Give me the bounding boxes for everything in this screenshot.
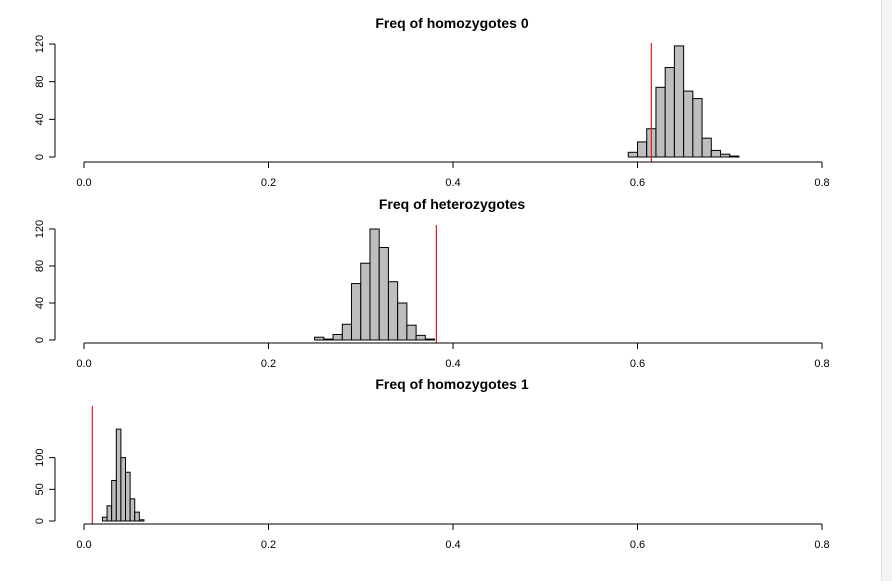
x-tick-label: 0.8	[814, 539, 829, 551]
histogram-bar	[138, 519, 145, 522]
histogram-bar	[627, 151, 639, 158]
histogram-bar	[415, 334, 426, 341]
y-axis: 0 40 80 120	[34, 220, 56, 343]
histogram-bar	[101, 516, 108, 522]
y-tick-label: 80	[34, 76, 46, 88]
histogram-bar	[683, 90, 694, 158]
histogram-bar	[387, 281, 399, 341]
histogram-bar	[673, 45, 685, 158]
chart-title: Freq of heterozygotes	[379, 196, 525, 212]
x-tick-label: 0.2	[261, 358, 276, 370]
histogram-bar	[637, 141, 648, 158]
histogram-bar	[424, 338, 436, 341]
histogram-bar	[710, 149, 722, 158]
x-tick-label: 0.4	[445, 177, 460, 189]
panel-homozygotes-1: Freq of homozygotes 1 0.0 0.2 0.4 0.6 0.8 0 5…	[34, 376, 830, 551]
x-tick-label: 0.0	[76, 539, 91, 551]
y-tick-label: 80	[34, 260, 46, 272]
y-tick-label: 100	[34, 448, 46, 466]
histogram-bar	[314, 336, 325, 341]
x-tick-label: 0.4	[445, 358, 460, 370]
histogram-bar	[664, 67, 675, 158]
x-tick-label: 0.6	[630, 177, 645, 189]
histogram-bar	[134, 511, 140, 522]
x-tick-label: 0.2	[261, 177, 276, 189]
x-tick-label: 0.4	[445, 539, 460, 551]
y-tick-label: 40	[34, 113, 46, 125]
x-tick-label: 0.8	[814, 177, 829, 189]
x-tick-label: 0.8	[814, 358, 829, 370]
chart-title: Freq of homozygotes 0	[375, 15, 528, 31]
histogram-bar	[125, 471, 131, 522]
y-tick-label: 0	[34, 518, 46, 524]
panel-heterozygotes: Freq of heterozygotes 0.0 0.2 0.4 0.6 0.8 0 4…	[34, 196, 830, 370]
histogram-bar	[323, 338, 334, 341]
y-tick-label: 120	[34, 220, 46, 238]
x-tick-label: 0.6	[630, 358, 645, 370]
histogram-bar	[369, 228, 380, 341]
x-axis: 0.0 0.2 0.4 0.6 0.8	[76, 523, 830, 551]
window-scrollbar[interactable]	[881, 0, 892, 581]
y-tick-label: 40	[34, 297, 46, 309]
y-axis: 0 50 100	[34, 448, 56, 524]
x-axis: 0.0 0.2 0.4 0.6 0.8	[76, 161, 830, 189]
histogram-bar	[111, 479, 117, 522]
histogram-bars	[101, 428, 145, 522]
x-tick-label: 0.0	[76, 358, 91, 370]
x-tick-label: 0.2	[261, 539, 276, 551]
histogram-bar	[701, 137, 712, 158]
y-tick-label: 50	[34, 483, 46, 495]
histogram-bar	[332, 333, 343, 341]
histogram-bar	[397, 302, 408, 341]
histogram-bars	[627, 45, 740, 158]
histogram-bar	[351, 283, 362, 341]
y-tick-label: 0	[34, 154, 46, 160]
histogram-bar	[106, 505, 113, 522]
x-tick-label: 0.0	[76, 177, 91, 189]
y-axis: 0 40 80 120	[34, 35, 56, 160]
histogram-bar	[360, 262, 371, 341]
histogram-bars	[314, 228, 436, 341]
histogram-bar	[115, 428, 122, 522]
x-axis: 0.0 0.2 0.4 0.6 0.8	[76, 342, 830, 370]
histogram-bar	[406, 324, 417, 341]
histogram-bar	[692, 98, 703, 158]
histogram-bar	[341, 323, 353, 341]
histogram-bar	[120, 457, 127, 522]
histogram-bar	[129, 498, 136, 522]
chart-title: Freq of homozygotes 1	[375, 376, 528, 392]
y-tick-label: 120	[34, 35, 46, 53]
histogram-bar	[729, 155, 740, 158]
histogram-bar	[655, 86, 666, 158]
histogram-bar	[378, 247, 389, 341]
y-tick-label: 0	[34, 337, 46, 343]
histogram-bar	[720, 153, 731, 158]
panel-homozygotes-0: Freq of homozygotes 0 0.0 0.2 0.4 0.6 0.8 0 4…	[34, 15, 830, 189]
x-tick-label: 0.6	[630, 539, 645, 551]
